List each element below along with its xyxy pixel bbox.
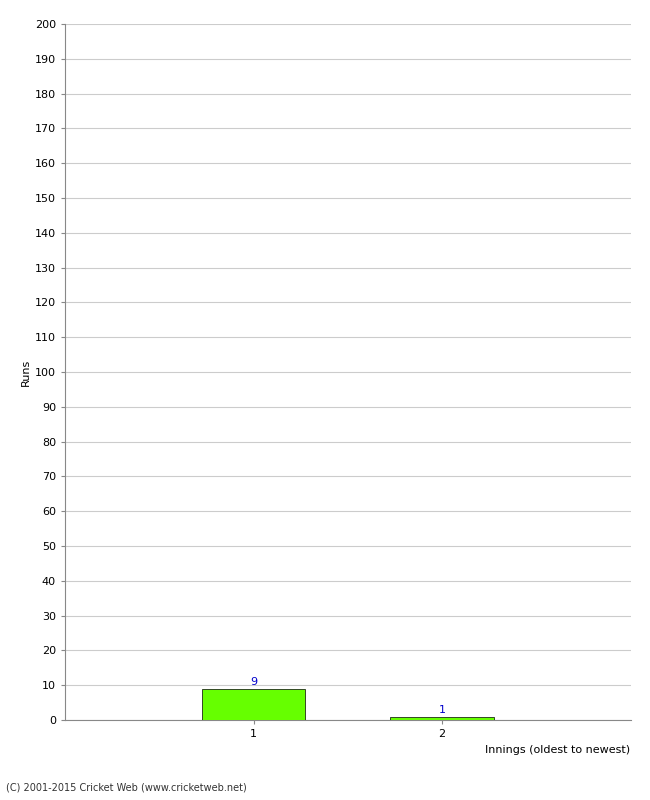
Text: 1: 1 <box>439 705 445 714</box>
X-axis label: Innings (oldest to newest): Innings (oldest to newest) <box>486 745 630 754</box>
Bar <box>202 689 306 720</box>
Text: 9: 9 <box>250 677 257 687</box>
Y-axis label: Runs: Runs <box>21 358 31 386</box>
Bar <box>390 717 494 720</box>
Text: (C) 2001-2015 Cricket Web (www.cricketweb.net): (C) 2001-2015 Cricket Web (www.cricketwe… <box>6 782 247 792</box>
